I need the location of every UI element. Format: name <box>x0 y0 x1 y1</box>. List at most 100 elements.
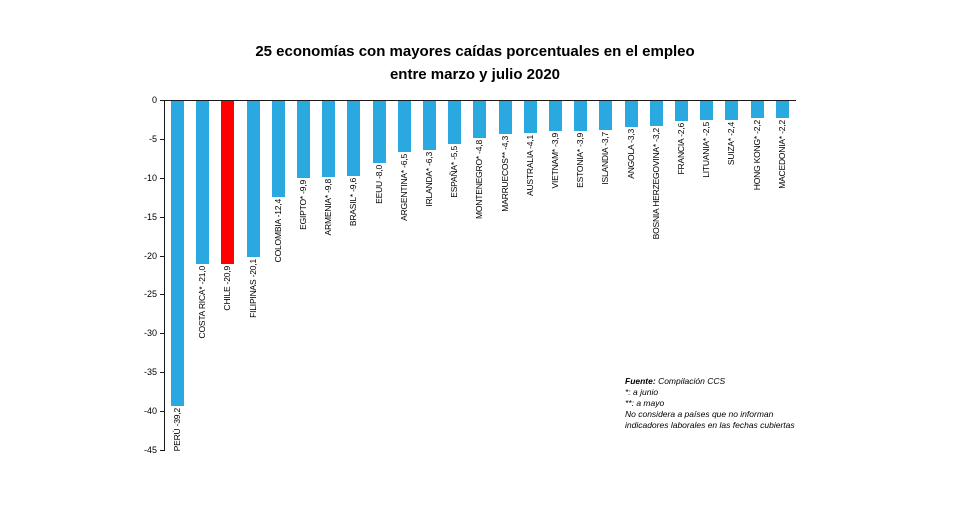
footnote-line: **: a mayo <box>625 398 665 408</box>
bar-column: BRASIL* -9,6 <box>341 100 366 450</box>
bar <box>750 101 764 119</box>
bar <box>448 101 462 144</box>
bar <box>271 101 285 198</box>
bar-column: CHILE -20,9 <box>215 100 240 450</box>
footnote-line: *: a junio <box>625 387 659 397</box>
bar-label: FILIPINAS -20,1 <box>247 259 258 319</box>
y-tick-label: -15 <box>143 211 157 222</box>
y-tick-label: 0 <box>151 95 157 105</box>
bar-label: EGIPTO* -9,9 <box>298 180 309 230</box>
bar-label: IRLANDA* -6,3 <box>424 152 435 207</box>
y-tick-label: -10 <box>143 172 157 183</box>
bar-label: EEUU -8,0 <box>373 165 384 205</box>
bar-column: LITUANIA* -2,5 <box>694 100 719 450</box>
bar-column: PERÚ -39,2 <box>165 100 190 452</box>
bar-column: MONTENEGRO* -4,8 <box>467 100 492 450</box>
chart-title: 25 economías con mayores caídas porcentu… <box>0 40 950 86</box>
bar <box>523 101 537 133</box>
bar-column: ISLANDIA -3,7 <box>593 100 618 450</box>
footnote-lines: *: a junio **: a mayo No considera a paíse… <box>625 387 845 431</box>
y-tick-mark <box>160 216 165 218</box>
bar-label: ANGOLA -3,3 <box>625 128 636 179</box>
footnote-source-label: Fuente: <box>625 376 656 386</box>
footnote-line: indicadores laborales en las fechas cubi… <box>625 420 795 430</box>
bar-label: SUIZA* -2,4 <box>726 121 737 165</box>
bar-label: BOSNIA HERZEGOVINA* -3,2 <box>650 127 661 240</box>
bar <box>347 101 361 176</box>
bar <box>171 101 185 406</box>
y-tick-label: -5 <box>148 133 157 144</box>
bar <box>322 101 336 178</box>
bar <box>775 101 789 119</box>
y-tick-mark <box>160 138 165 140</box>
y-tick-mark <box>160 333 165 335</box>
bar-label: MACEDONIA* -2,2 <box>776 120 787 189</box>
bar-label: COSTA RICA* -21,0 <box>197 266 208 339</box>
bar-column: AUSTRALIA -4,1 <box>518 100 543 450</box>
y-tick-mark <box>160 294 165 296</box>
bar-column: IRLANDA* -6,3 <box>417 100 442 450</box>
bar-column: BOSNIA HERZEGOVINA* -3,2 <box>644 100 669 450</box>
bar <box>372 101 386 164</box>
y-tick-label: -40 <box>143 406 157 417</box>
bar-label: BRASIL* -9,6 <box>348 177 359 226</box>
y-tick-mark <box>160 100 165 101</box>
bar-label: FRANCIA -2,6 <box>676 123 687 175</box>
bar <box>221 101 235 264</box>
bar <box>196 101 210 265</box>
y-tick-label: -45 <box>143 445 157 455</box>
chart-title-line2: entre marzo y julio 2020 <box>389 66 561 83</box>
bar-label: HONG KONG* -2,2 <box>751 120 762 191</box>
y-axis-line <box>164 100 165 451</box>
y-tick-label: -20 <box>143 250 157 261</box>
bar-label: ESPAÑA* -5,5 <box>449 145 460 198</box>
bar-column: SUIZA* -2,4 <box>719 100 744 450</box>
bar-column: VIETNAM* -3,9 <box>543 100 568 450</box>
footnote: Fuente: Compilación CCS *: a junio **: a … <box>625 376 845 431</box>
bar <box>624 101 638 127</box>
bar-column: ESPAÑA* -5,5 <box>442 100 467 450</box>
bar-column: MARRUECOS** -4,3 <box>493 100 518 450</box>
bar-column: EGIPTO* -9,9 <box>291 100 316 450</box>
bar-label: CHILE -20,9 <box>222 265 233 311</box>
bar-column: HONG KONG* -2,2 <box>745 100 770 450</box>
bar-label: MONTENEGRO* -4,8 <box>474 140 485 220</box>
bar <box>498 101 512 135</box>
bar <box>725 101 739 120</box>
footnote-source: Fuente: Compilación CCS <box>625 376 845 387</box>
bar <box>423 101 437 150</box>
plot-area: 0 -5 -10 -15 -20 -25 -30 -35 -40 -45 PERÚ -39,2 CO… <box>144 96 796 455</box>
bar <box>473 101 487 139</box>
bar-column: COSTA RICA* -21,0 <box>190 100 215 450</box>
chart-title-line1: 25 economías con mayores caídas porcentu… <box>255 43 695 60</box>
bar <box>675 101 689 122</box>
zero-axis-line <box>164 100 796 101</box>
footnote-line: No considera a países que no informan <box>625 409 774 419</box>
bar-column: MACEDONIA* -2,2 <box>770 100 795 450</box>
y-tick-mark <box>160 177 165 179</box>
bar-label: MARRUECOS** -4,3 <box>499 136 510 213</box>
bar-column: ARGENTINA* -6,5 <box>392 100 417 450</box>
y-tick-mark <box>160 450 165 451</box>
bar-label: ESTONIA* -3,9 <box>575 133 586 189</box>
bar <box>246 101 260 258</box>
bar <box>649 101 663 126</box>
bar-label: ARMENIA* -9,8 <box>323 179 334 236</box>
bar-column: FRANCIA -2,6 <box>669 100 694 450</box>
bar-label: AUSTRALIA -4,1 <box>524 134 535 196</box>
bar-column: ANGOLA -3,3 <box>619 100 644 450</box>
y-tick-mark <box>160 372 165 374</box>
bar-label: PERÚ -39,2 <box>172 407 183 452</box>
bar <box>599 101 613 130</box>
bar-column: COLOMBIA -12,4 <box>266 100 291 450</box>
bar-label: ARGENTINA* -6,5 <box>398 153 409 221</box>
bar-label: COLOMBIA -12,4 <box>272 199 283 263</box>
bar-column: EEUU -8,0 <box>367 100 392 450</box>
bar-column: ESTONIA* -3,9 <box>568 100 593 450</box>
y-tick-mark <box>160 411 165 413</box>
footnote-source-text: Compilación CCS <box>655 376 726 386</box>
bar <box>297 101 311 178</box>
bar <box>397 101 411 152</box>
bar-column: FILIPINAS -20,1 <box>241 100 266 450</box>
bar-label: ISLANDIA -3,7 <box>600 131 611 185</box>
